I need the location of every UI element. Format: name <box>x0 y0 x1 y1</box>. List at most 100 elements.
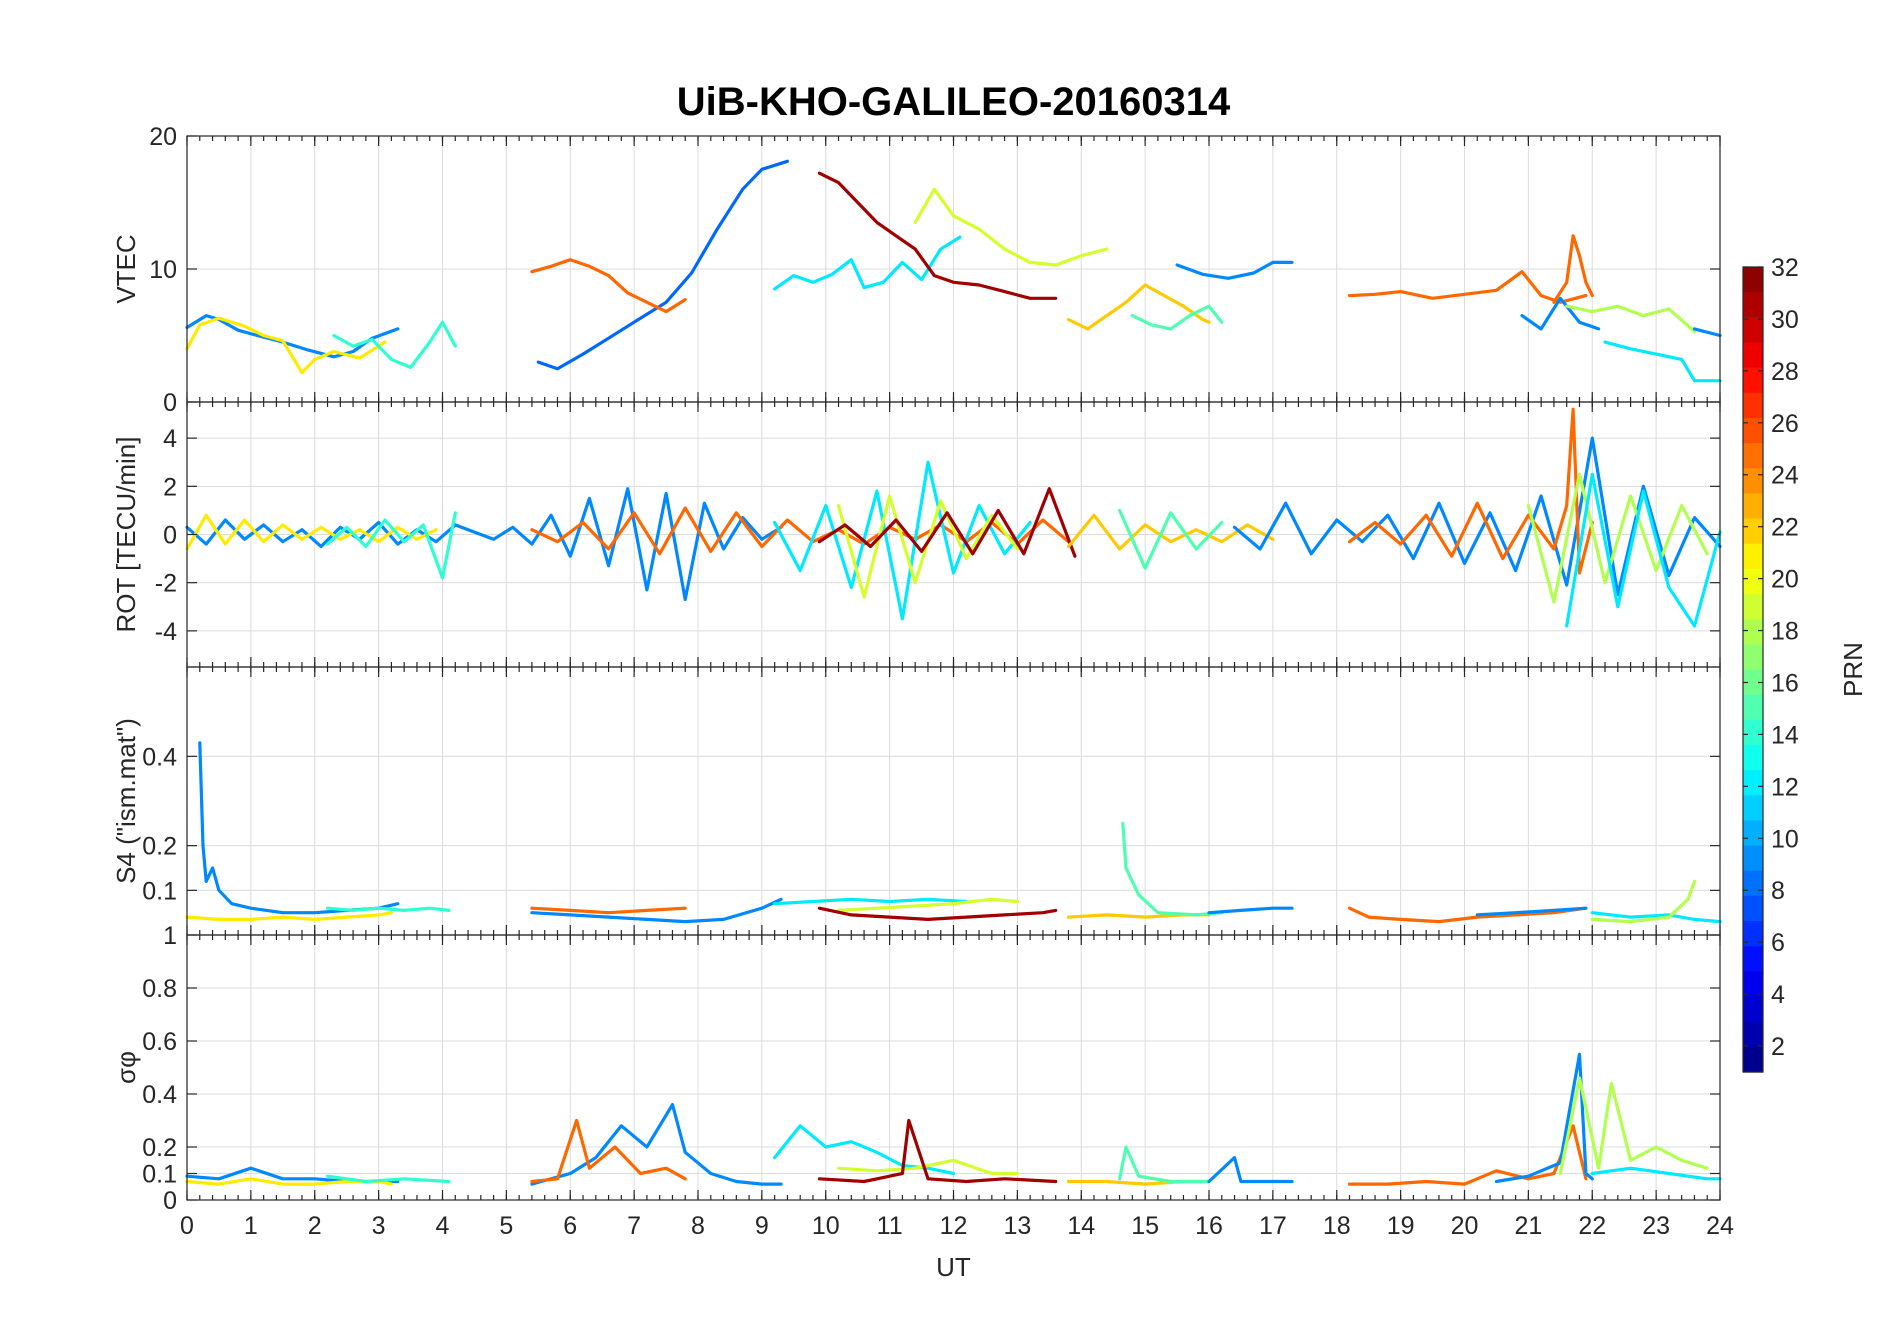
colorbar-segment <box>1743 1046 1763 1073</box>
series-line-prn-19 <box>836 897 1020 913</box>
series-line-prn-14 <box>325 1174 451 1184</box>
colorbar-segment <box>1743 443 1763 469</box>
x-tick-label: 13 <box>1003 1212 1031 1240</box>
x-tick-label: 23 <box>1642 1212 1670 1240</box>
series-line-prn-25 <box>1347 906 1588 924</box>
colorbar-label: PRN <box>1838 642 1868 697</box>
series-line-prn-25 <box>530 1118 687 1184</box>
series-line-prn-25 <box>530 906 687 915</box>
series-line-prn-18 <box>1558 1076 1709 1176</box>
y-tick-label: 0.8 <box>142 975 177 1003</box>
y-tick-label: 0.4 <box>142 743 177 771</box>
colorbar-segment <box>1743 870 1763 897</box>
series-line-prn-9 <box>1207 1155 1294 1184</box>
colorbar-tick-label: 6 <box>1771 929 1785 957</box>
colorbar-segment <box>1743 921 1763 947</box>
x-tick-label: 5 <box>499 1212 513 1240</box>
x-tick-label: 18 <box>1323 1212 1351 1240</box>
series-line-prn-19 <box>913 187 1109 267</box>
colorbar-segment <box>1743 946 1763 972</box>
series-line-prn-9 <box>1207 906 1294 915</box>
series-line-prn-9 <box>1692 327 1722 338</box>
y-tick-label: 20 <box>149 123 177 151</box>
x-tick-label: 6 <box>563 1212 577 1240</box>
colorbar-segment <box>1743 996 1763 1023</box>
series-line-prn-18 <box>1590 879 1697 924</box>
series-line-prn-31 <box>817 487 1077 558</box>
colorbar-tick-label: 24 <box>1771 462 1799 490</box>
colorbar-segment <box>1743 367 1763 394</box>
x-tick-label: 17 <box>1259 1212 1287 1240</box>
series-line-prn-25 <box>1347 270 1588 304</box>
y-axis-label: VTEC <box>111 234 141 303</box>
y-tick-label: 0.4 <box>142 1081 177 1109</box>
series-line-prn-15 <box>1117 508 1224 570</box>
colorbar-segment <box>1743 744 1763 771</box>
series-line-prn-18 <box>1526 472 1709 604</box>
series-line-prn-9 <box>530 897 783 924</box>
y-tick-label: -4 <box>155 618 177 646</box>
colorbar-segment <box>1743 267 1763 293</box>
series-line-prn-9 <box>185 487 783 602</box>
colorbar-tick-label: 30 <box>1771 306 1799 334</box>
series-group <box>185 741 1722 924</box>
series-line-prn-9 <box>1475 906 1588 917</box>
colorbar-tick-label: 22 <box>1771 514 1799 542</box>
y-tick-label: 0 <box>163 1187 177 1215</box>
x-tick-label: 11 <box>877 1212 903 1240</box>
colorbar-tick-label: 8 <box>1771 877 1785 905</box>
series-line-prn-9 <box>1520 296 1601 331</box>
y-axis-label: σφ <box>111 1051 141 1084</box>
colorbar-segment <box>1743 971 1763 998</box>
y-tick-label: 4 <box>163 425 177 453</box>
x-tick-label: 10 <box>812 1212 840 1240</box>
x-tick-label: 14 <box>1067 1212 1095 1240</box>
colorbar-tick-label: 4 <box>1771 981 1785 1009</box>
y-tick-label: -2 <box>155 570 177 598</box>
y-tick-label: 0.1 <box>142 877 177 905</box>
y-tick-label: 0 <box>163 522 177 550</box>
colorbar-segment <box>1743 719 1763 746</box>
y-tick-label: 10 <box>149 256 177 284</box>
series-line-prn-12 <box>1603 340 1722 383</box>
series-line-prn-18 <box>1565 304 1697 334</box>
series-group <box>185 407 1722 628</box>
colorbar-segment <box>1743 1021 1763 1048</box>
colorbar-segment <box>1743 594 1763 620</box>
colorbar-tick-label: 10 <box>1771 825 1799 853</box>
y-axis-label: S4 ("ism.mat") <box>111 718 141 884</box>
colorbar-segment <box>1743 543 1763 570</box>
chart-title: UiB-KHO-GALILEO-20160314 <box>677 80 1231 124</box>
series-group <box>185 1052 1722 1186</box>
series-line-prn-12 <box>1590 911 1722 924</box>
panel-vtec: 0 10 20 VTEC <box>111 123 1722 417</box>
series-line-prn-25 <box>1552 234 1594 304</box>
y-tick-label: 0.2 <box>142 833 177 861</box>
colorbar-segment <box>1743 417 1763 444</box>
y-tick-label: 1 <box>163 922 177 950</box>
colorbar-segment <box>1743 644 1763 671</box>
colorbar-segment <box>1743 317 1763 344</box>
x-tick-label: 2 <box>308 1212 322 1240</box>
colorbar-tick-label: 14 <box>1771 721 1799 749</box>
series-line-prn-9 <box>1494 1052 1594 1184</box>
colorbar-tick-label: 2 <box>1771 1033 1785 1061</box>
series-line-prn-31 <box>817 171 1058 300</box>
x-tick-label: 21 <box>1514 1212 1542 1240</box>
x-tick-label: 4 <box>436 1212 450 1240</box>
y-axis-label: ROT [TECU/min] <box>111 437 141 633</box>
series-line-prn-12 <box>1590 1166 1722 1181</box>
colorbar-segment <box>1743 795 1763 822</box>
x-tick-label: 16 <box>1195 1212 1223 1240</box>
colorbar-tick-label: 12 <box>1771 773 1799 801</box>
series-line-prn-14 <box>332 320 457 369</box>
panel-rot: -4 -2 0 2 4 ROT [TECU/min] <box>111 401 1722 668</box>
colorbar-segment <box>1743 493 1763 520</box>
series-line-prn-8 <box>536 159 790 371</box>
y-tick-label: 0.2 <box>142 1134 177 1162</box>
colorbar-tick-label: 32 <box>1771 254 1799 282</box>
